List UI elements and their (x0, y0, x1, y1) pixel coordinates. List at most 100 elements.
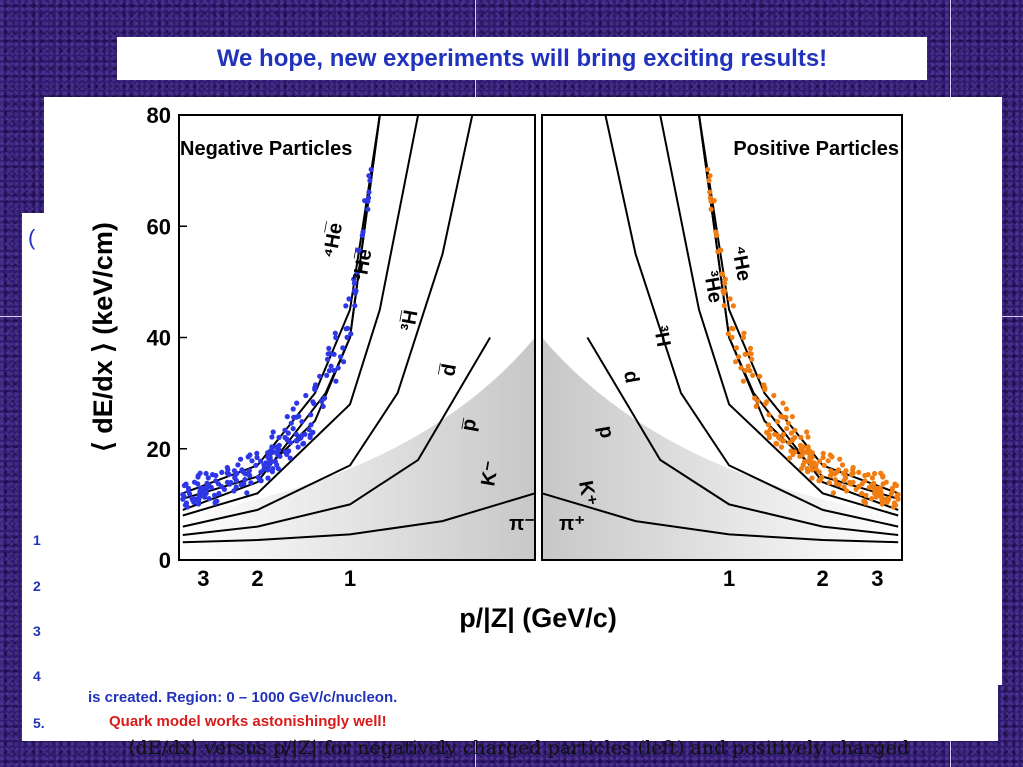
negative-point (285, 430, 291, 436)
positive-point (789, 414, 796, 420)
positive-point (848, 481, 854, 487)
negative-point (300, 441, 306, 447)
x-tick-label-left: 1 (344, 566, 356, 591)
negative-point (345, 325, 351, 331)
positive-point (836, 482, 842, 488)
positive-curve-label: K⁺ (574, 479, 600, 507)
x-tick-label-left: 3 (197, 566, 209, 591)
positive-point (730, 303, 737, 309)
positive-point (765, 422, 772, 428)
negative-background-band (179, 337, 535, 560)
positive-point (863, 492, 869, 498)
positive-point (865, 472, 871, 478)
positive-point (766, 432, 772, 438)
negative-point (365, 206, 371, 212)
negative-point (240, 469, 246, 475)
curve-neg-1 (182, 336, 491, 536)
negative-point (331, 351, 337, 357)
negative-point (324, 372, 330, 378)
positive-curve-label: ⁴He (727, 244, 755, 283)
positive-point (727, 296, 733, 302)
positive-point (763, 401, 769, 407)
positive-point (792, 427, 798, 433)
negative-point (320, 403, 326, 409)
negative-point (337, 354, 344, 360)
negative-point (205, 475, 211, 481)
positive-point (811, 460, 817, 466)
y-tick-label: 40 (147, 326, 171, 351)
positive-point (798, 434, 804, 441)
positive-point (771, 392, 777, 399)
negative-point (274, 462, 280, 468)
positive-point (725, 331, 731, 337)
positive-point (816, 458, 823, 464)
positive-curve-label: ³H (649, 324, 674, 349)
negative-point (265, 475, 271, 481)
negative-curve-label: K⁻ (477, 459, 503, 487)
x-axis-label: p/|Z| (GeV/c) (459, 603, 617, 633)
positive-point (742, 367, 749, 374)
negative-point (366, 195, 372, 201)
negative-point (227, 481, 233, 487)
positive-point (767, 427, 774, 433)
negative-point (341, 359, 347, 365)
negative-point (247, 472, 253, 478)
positive-point (749, 356, 755, 362)
negative-point (238, 456, 244, 462)
negative-point (344, 334, 350, 340)
positive-panel-frame (541, 114, 903, 561)
negative-point (354, 271, 360, 277)
negative-point (312, 385, 318, 391)
positive-point (718, 247, 724, 253)
x-tick-label-left: 2 (251, 566, 263, 591)
positive-point (884, 499, 890, 505)
positive-point (866, 484, 873, 490)
negative-point (351, 276, 357, 282)
negative-point (343, 303, 349, 309)
curve-pos-1 (586, 336, 899, 536)
positive-point (757, 373, 763, 379)
positive-point (827, 452, 833, 458)
negative-point (212, 492, 218, 498)
positive-point (839, 462, 846, 468)
positive-point (830, 490, 837, 496)
list-item-5-text: Quark model works astonishingly well! (109, 713, 387, 730)
negative-point (352, 290, 358, 296)
negative-point (234, 470, 240, 476)
dedx-figure: 0 20 40 60 80 3 2 1 1 2 3 π⁻ K⁻ p̅ d̅ ³H̅ ³He̅ ⁴He̅ π⁺ K⁺… (44, 97, 1002, 759)
curve-pos-3 (659, 114, 899, 517)
y-tick-label: 60 (147, 214, 171, 239)
positive-background-band (542, 337, 902, 560)
positive-point (869, 496, 875, 502)
negative-curve-label: π⁻ (509, 513, 535, 535)
negative-panel-title: Negative Particles (180, 138, 352, 160)
positive-point (878, 470, 884, 476)
negative-curve-label: ³He̅ (349, 247, 376, 283)
negative-point (290, 406, 296, 412)
negative-point (288, 420, 294, 426)
positive-point (856, 469, 862, 475)
positive-point (722, 276, 729, 282)
negative-point (265, 467, 271, 473)
negative-point (273, 444, 279, 450)
positive-point (775, 432, 781, 438)
negative-point (366, 189, 372, 195)
negative-point (235, 462, 241, 468)
negative-point (219, 469, 225, 475)
negative-point (275, 448, 281, 454)
positive-point (785, 420, 792, 426)
positive-point (821, 462, 827, 468)
positive-point (872, 470, 878, 477)
negative-point (368, 166, 374, 173)
negative-point (197, 470, 203, 476)
negative-curve-label: ³H̅ (397, 308, 422, 333)
negative-point (352, 303, 358, 309)
dedx-plot: 0 20 40 60 80 3 2 1 1 2 3 π⁻ K⁻ p̅ d̅ ³H̅ ³He̅⁴He̅ π⁺ K⁺… (88, 103, 903, 633)
positive-point (780, 400, 786, 406)
negative-point (287, 455, 293, 461)
positive-point (804, 466, 810, 472)
positive-panel-title: Positive Particles (733, 138, 899, 160)
curve-pos-2 (604, 114, 899, 528)
negative-point (332, 330, 338, 336)
positive-point (738, 365, 744, 371)
